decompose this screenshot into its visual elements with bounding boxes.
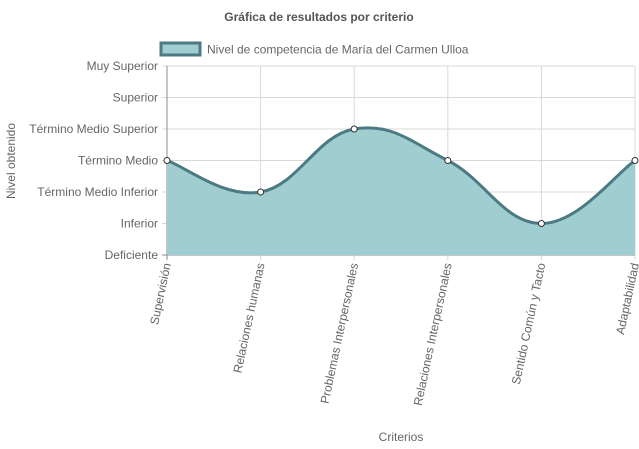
data-point[interactable] xyxy=(537,220,545,227)
data-point[interactable] xyxy=(257,188,265,196)
x-axis-ticks: Supervisión Relaciones humanas Problemas I… xyxy=(147,261,639,406)
y-tick-label: Término Medio xyxy=(78,154,158,168)
series-fill xyxy=(167,127,635,255)
data-point[interactable] xyxy=(444,157,452,164)
x-tick-label: Sentido Común y Tacto xyxy=(509,261,549,385)
x-tick-label: Adaptabilidad xyxy=(613,262,639,336)
series-line xyxy=(166,126,636,226)
legend-label: Nivel de competencia de María del Carmen… xyxy=(207,43,469,57)
y-tick-label: Muy Superior xyxy=(87,59,158,73)
data-point[interactable] xyxy=(163,157,171,164)
data-point[interactable] xyxy=(631,157,639,164)
data-point[interactable] xyxy=(350,125,358,133)
chart-title: Gráfica de resultados por criterio xyxy=(224,10,413,24)
x-tick-label: Supervisión xyxy=(147,262,174,326)
y-tick-label: Deficiente xyxy=(105,248,159,262)
y-axis-ticks: Deficiente Inferior Término Medio Inferior… xyxy=(29,59,158,262)
y-tick-label: Superior xyxy=(113,91,158,105)
data-points[interactable] xyxy=(163,125,639,227)
y-axis-label: Nivel obtenido xyxy=(4,123,18,199)
x-tick-label: Relaciones Interpersonales xyxy=(411,262,455,407)
chart-legend[interactable]: Nivel de competencia de María del Carmen… xyxy=(159,41,469,57)
series-area xyxy=(166,126,636,255)
y-tick-label: Término Medio Inferior xyxy=(37,185,158,199)
x-tick-label: Problemas Interpersonales xyxy=(318,262,362,405)
legend-swatch xyxy=(159,41,202,57)
x-axis-label: Criterios xyxy=(379,430,424,444)
y-tick-label: Inferior xyxy=(121,217,158,231)
x-tick-label: Relaciones humanas xyxy=(231,262,268,375)
y-tick-label: Término Medio Superior xyxy=(29,122,158,136)
